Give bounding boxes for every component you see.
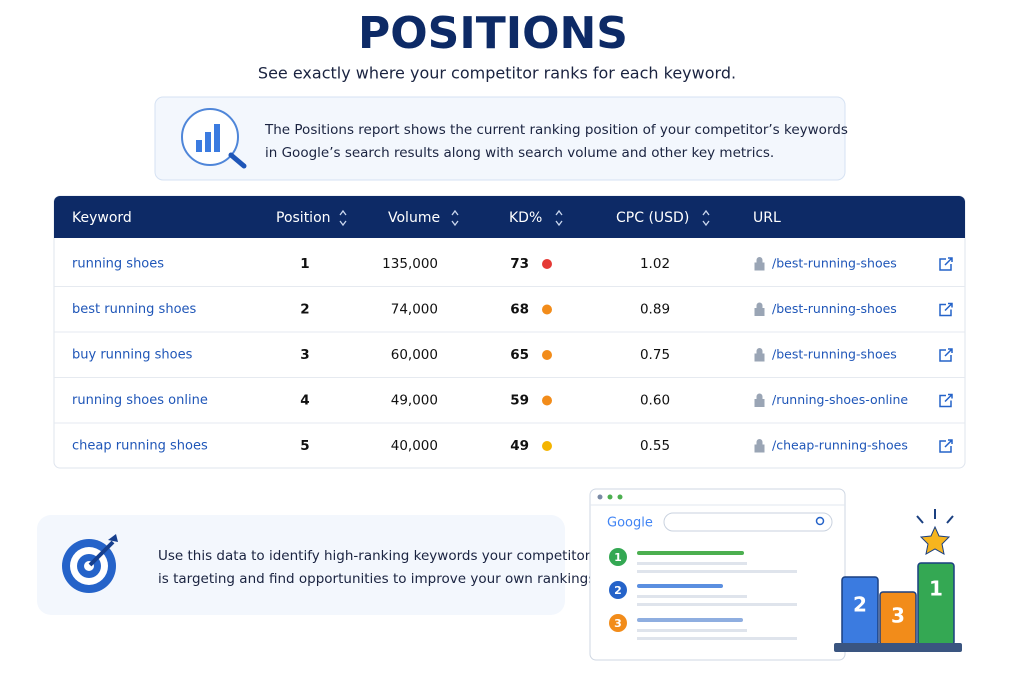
keyword[interactable]: buy running shoes (72, 348, 193, 363)
volume: 40,000 (391, 438, 438, 454)
volume: 60,000 (391, 347, 438, 363)
title: POSITIONS (358, 8, 628, 59)
intro-text: The Positions report shows the current r… (264, 122, 848, 138)
url[interactable]: /running-shoes-online (772, 392, 908, 407)
sort-icon[interactable] (555, 209, 563, 227)
column-header: KD% (509, 210, 542, 226)
url[interactable]: /cheap-running-shoes (772, 438, 908, 453)
column-header: Volume (388, 210, 440, 226)
external-link-icon[interactable] (939, 439, 953, 453)
column-header: Keyword (72, 210, 132, 226)
kd: 68 (510, 302, 529, 318)
kd-dot (542, 304, 552, 315)
sort-icon[interactable] (339, 209, 347, 227)
kd: 65 (510, 347, 529, 363)
column-header: URL (753, 210, 781, 226)
cpc: 1.02 (640, 256, 670, 272)
lock-icon (754, 393, 765, 407)
position: 5 (300, 438, 309, 454)
volume: 135,000 (382, 256, 438, 272)
keyword[interactable]: cheap running shoes (72, 439, 208, 454)
footer-text: is targeting and find opportunities to i… (158, 571, 600, 587)
result-number: 2 (614, 584, 622, 597)
footer-box (37, 515, 565, 615)
kd-dot (542, 259, 552, 269)
url[interactable]: /best-running-shoes (772, 347, 897, 362)
cpc: 0.55 (640, 438, 670, 454)
report-icon (181, 108, 247, 169)
subtitle: See exactly where your competitor ranks … (258, 64, 736, 83)
kd: 59 (510, 393, 529, 409)
result-number: 3 (614, 617, 622, 630)
kd-dot (542, 395, 552, 406)
table-header (54, 196, 965, 238)
podium-number: 2 (853, 593, 867, 617)
external-link-icon[interactable] (939, 302, 953, 317)
external-link-icon[interactable] (939, 393, 953, 408)
intro-box (154, 96, 846, 181)
position: 3 (300, 347, 309, 363)
volume: 74,000 (391, 302, 438, 318)
podium-number: 1 (929, 577, 943, 601)
sort-icon[interactable] (451, 209, 459, 227)
browser-mockup (589, 488, 846, 661)
kd: 49 (510, 438, 529, 454)
intro-text: in Google’s search results along with se… (265, 145, 774, 161)
kd: 73 (510, 256, 529, 272)
target-icon (62, 534, 118, 593)
keyword[interactable]: running shoes online (72, 393, 208, 408)
brand-logo: Google (607, 516, 653, 531)
external-link-icon[interactable] (939, 257, 953, 271)
sort-icon[interactable] (702, 209, 710, 227)
url[interactable]: /best-running-shoes (772, 256, 897, 271)
lock-icon (754, 302, 765, 316)
url[interactable]: /best-running-shoes (772, 301, 897, 316)
position: 4 (300, 393, 309, 409)
keyword[interactable]: best running shoes (72, 302, 197, 317)
position: 1 (300, 256, 309, 272)
column-header: CPC (USD) (616, 210, 689, 226)
kd-dot (542, 350, 552, 360)
lock-icon (754, 439, 765, 453)
lock-icon (754, 257, 765, 271)
cpc: 0.60 (640, 393, 670, 409)
cpc: 0.75 (640, 347, 670, 363)
footer-text: Use this data to identify high-ranking k… (158, 548, 591, 564)
keyword[interactable]: running shoes (72, 257, 164, 272)
podium-number: 3 (891, 604, 905, 628)
cpc: 0.89 (640, 302, 670, 318)
column-header: Position (276, 210, 331, 226)
lock-icon (754, 348, 765, 362)
podium (834, 509, 962, 652)
result-number: 1 (614, 551, 622, 564)
kd-dot (542, 441, 552, 451)
volume: 49,000 (391, 393, 438, 409)
external-link-icon[interactable] (939, 348, 953, 362)
position: 2 (300, 302, 309, 318)
